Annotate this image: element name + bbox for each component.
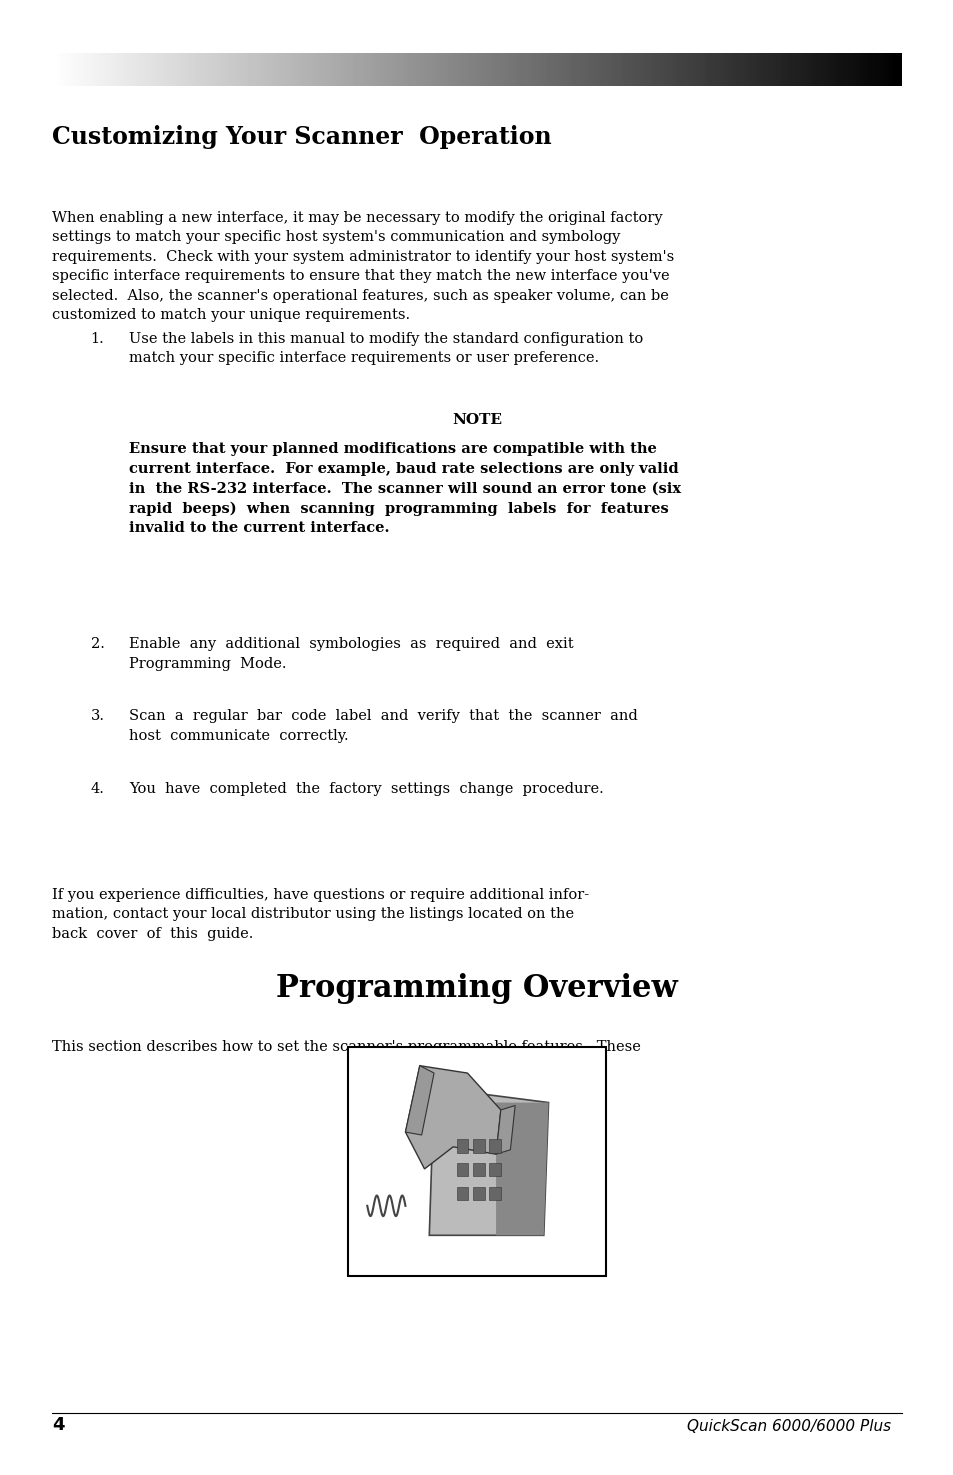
Text: This section describes how to set the scanner's programmable features.  These: This section describes how to set the sc… bbox=[52, 1040, 640, 1053]
Polygon shape bbox=[405, 1065, 434, 1136]
Text: Customizing Your Scanner  Operation: Customizing Your Scanner Operation bbox=[52, 125, 552, 149]
Text: Ensure that your planned modifications are compatible with the
current interface: Ensure that your planned modifications a… bbox=[129, 442, 680, 535]
Text: Enable  any  additional  symbologies  as  required  and  exit
Programming  Mode.: Enable any additional symbologies as req… bbox=[129, 637, 573, 671]
Text: Scan  a  regular  bar  code  label  and  verify  that  the  scanner  and
host  c: Scan a regular bar code label and verify… bbox=[129, 709, 637, 743]
Bar bbox=[348, 1047, 605, 1276]
Bar bbox=[473, 1162, 484, 1177]
Bar bbox=[456, 1186, 468, 1201]
Bar bbox=[473, 1139, 484, 1153]
Text: 4: 4 bbox=[52, 1416, 65, 1434]
Polygon shape bbox=[405, 1065, 500, 1168]
Text: Use the labels in this manual to modify the standard configuration to
match your: Use the labels in this manual to modify … bbox=[129, 332, 642, 366]
Bar bbox=[456, 1139, 468, 1153]
Polygon shape bbox=[429, 1089, 548, 1235]
Text: NOTE: NOTE bbox=[452, 413, 501, 426]
Text: 3.: 3. bbox=[91, 709, 105, 723]
Polygon shape bbox=[496, 1106, 515, 1153]
Polygon shape bbox=[496, 1103, 548, 1235]
Bar bbox=[489, 1139, 500, 1153]
Bar bbox=[456, 1162, 468, 1177]
Text: Programming Overview: Programming Overview bbox=[275, 974, 678, 1004]
Text: 4.: 4. bbox=[91, 782, 105, 795]
Text: 2.: 2. bbox=[91, 637, 105, 650]
Text: When enabling a new interface, it may be necessary to modify the original factor: When enabling a new interface, it may be… bbox=[52, 211, 674, 323]
Text: 1.: 1. bbox=[91, 332, 104, 345]
Text: If you experience difficulties, have questions or require additional infor-
mati: If you experience difficulties, have que… bbox=[52, 888, 589, 941]
Text: QuickScan 6000/6000 Plus: QuickScan 6000/6000 Plus bbox=[686, 1419, 890, 1434]
Bar bbox=[489, 1186, 500, 1201]
Bar bbox=[473, 1186, 484, 1201]
Text: You  have  completed  the  factory  settings  change  procedure.: You have completed the factory settings … bbox=[129, 782, 603, 795]
Bar bbox=[489, 1162, 500, 1177]
